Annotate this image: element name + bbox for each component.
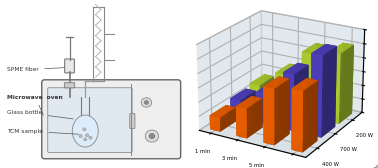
Circle shape — [144, 101, 148, 104]
Circle shape — [84, 138, 87, 141]
Text: Glass bottle: Glass bottle — [8, 110, 73, 119]
Circle shape — [141, 98, 152, 107]
Text: Microwave  oven: Microwave oven — [8, 95, 63, 115]
Ellipse shape — [72, 115, 98, 147]
Text: TCM sample: TCM sample — [8, 129, 79, 134]
FancyBboxPatch shape — [48, 88, 132, 153]
FancyBboxPatch shape — [64, 83, 75, 88]
Circle shape — [85, 134, 89, 137]
Circle shape — [145, 130, 159, 142]
FancyBboxPatch shape — [65, 59, 74, 73]
Circle shape — [83, 128, 86, 131]
Circle shape — [149, 134, 155, 138]
Circle shape — [89, 136, 92, 139]
FancyBboxPatch shape — [130, 113, 135, 129]
Y-axis label: Microwave power (W): Microwave power (W) — [345, 149, 378, 168]
FancyBboxPatch shape — [42, 80, 181, 159]
Circle shape — [79, 135, 82, 138]
Text: SPME fiber: SPME fiber — [8, 67, 71, 72]
